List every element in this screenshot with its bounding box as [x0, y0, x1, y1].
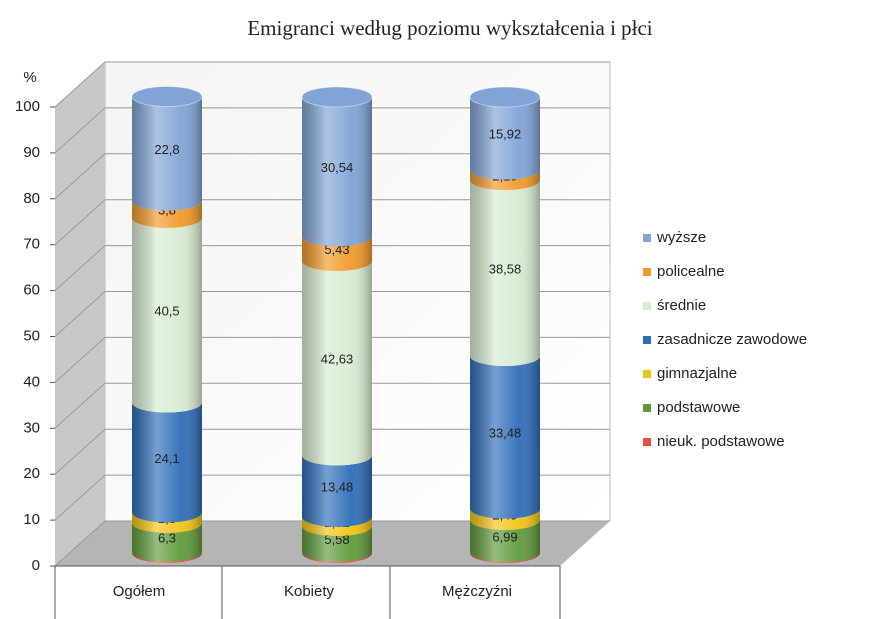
y-tick-label: 100 [15, 98, 40, 115]
segment-shading [302, 236, 372, 271]
legend-label: wyższe [656, 229, 706, 246]
segment-shading [132, 402, 202, 523]
grid-line [54, 382, 610, 429]
segment-shading [132, 217, 202, 413]
x-tick-label: Mężczyźni [442, 583, 512, 600]
x-tick-label: Kobiety [284, 583, 335, 600]
segment-shading [302, 526, 372, 562]
y-tick-label: 90 [23, 144, 40, 161]
category-table [54, 566, 561, 619]
value-label: 15,92 [489, 127, 522, 142]
legend-label: średnie [657, 297, 706, 314]
legend-swatch [643, 336, 651, 344]
y-axis-label: % [23, 69, 36, 86]
segment-shading [470, 180, 540, 366]
segment-shading [302, 260, 372, 466]
legend-label: gimnazjalne [657, 365, 737, 382]
x-tick-label: Ogółem [113, 583, 166, 600]
y-tick-label: 0 [32, 557, 40, 574]
y-tick-label: 60 [23, 282, 40, 299]
segment-shading [132, 200, 202, 228]
value-label: 33,48 [489, 426, 522, 441]
grid-line [54, 107, 610, 154]
segment-shading [470, 97, 540, 180]
segment-shading [302, 96, 372, 247]
value-label: 22,8 [154, 142, 179, 157]
grid-line [54, 153, 610, 200]
legend-swatch [643, 234, 651, 242]
y-tick-label: 30 [23, 419, 40, 436]
value-label: 30,54 [321, 160, 354, 175]
legend-swatch [643, 404, 651, 412]
legend-label: zasadnicze zawodowe [657, 331, 807, 348]
grid-line [54, 336, 610, 383]
segment-shading [470, 169, 540, 191]
y-tick-label: 70 [23, 236, 40, 253]
cylinder-top [469, 86, 541, 108]
cylinder-top [131, 86, 203, 108]
value-label: 38,58 [489, 261, 522, 276]
grid-line [54, 291, 610, 337]
y-tick-label: 10 [23, 511, 40, 528]
value-label: 42,63 [321, 352, 354, 367]
y-tick-label: 80 [23, 190, 40, 207]
legend-swatch [643, 268, 651, 276]
segment-shading [132, 522, 202, 562]
segment-shading [132, 96, 202, 211]
y-tick-label: 50 [23, 327, 40, 344]
value-label: 24,1 [154, 451, 179, 466]
chart-title: Emigranci według poziomu wykształcenia i… [247, 16, 652, 40]
grid-line [54, 199, 610, 246]
value-label: 6,99 [492, 529, 517, 544]
legend-label: policealne [657, 263, 725, 280]
grid-line [54, 520, 610, 567]
grid-line [54, 474, 610, 521]
cylinder-top [301, 86, 373, 108]
legend-swatch [643, 438, 651, 446]
value-label: 13,48 [321, 480, 354, 495]
value-label: 6,3 [158, 531, 176, 546]
grid-line [54, 61, 610, 108]
value-label: 5,58 [324, 532, 349, 547]
segment-shading [470, 508, 540, 530]
y-tick-label: 40 [23, 373, 40, 390]
value-label: 40,5 [154, 304, 179, 319]
segment-shading [470, 355, 540, 519]
legend-swatch [643, 370, 651, 378]
segment-shading [302, 455, 372, 527]
grid-line [54, 245, 610, 291]
y-tick-label: 20 [23, 465, 40, 482]
legend-label: podstawowe [657, 399, 740, 416]
legend-label: nieuk. podstawowe [657, 433, 785, 450]
segment-shading [132, 512, 202, 533]
segment-shading [302, 516, 372, 537]
segment-shading [470, 519, 540, 562]
legend-swatch [643, 302, 651, 310]
grid-line [54, 428, 610, 475]
